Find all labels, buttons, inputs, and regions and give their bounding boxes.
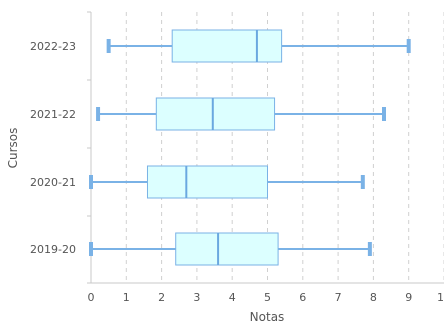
y-tick-label: 2019-20 (30, 243, 76, 256)
x-tick-label: 10 (437, 291, 444, 304)
box-iqr (146, 165, 268, 199)
x-tick-label: 1 (123, 291, 130, 304)
x-tick-labels: 0 1 2 3 4 5 6 7 8 9 10 (88, 291, 444, 304)
x-tick-label: 3 (193, 291, 200, 304)
boxes (89, 29, 411, 266)
x-tick-label: 7 (335, 291, 342, 304)
y-tick-label: 2022-23 (30, 40, 76, 53)
x-tick-label: 5 (264, 291, 271, 304)
box-2019-20 (89, 232, 372, 266)
box-2021-22 (96, 97, 386, 131)
box-2020-21 (89, 165, 365, 199)
y-axis-title: Cursos (6, 128, 20, 169)
box-iqr (155, 97, 276, 131)
x-tick-label: 0 (88, 291, 95, 304)
x-tick-label: 9 (405, 291, 412, 304)
y-tick-label: 2021-22 (30, 108, 76, 121)
x-tick-label: 2 (158, 291, 165, 304)
box-2022-23 (106, 29, 411, 63)
y-tick-label: 2020-21 (30, 176, 76, 189)
x-tick-label: 4 (229, 291, 236, 304)
x-tick-label: 6 (299, 291, 306, 304)
box-iqr (175, 232, 279, 266)
y-tick-labels: 2019-20 2020-21 2021-22 2022-23 (30, 40, 76, 256)
axes (87, 11, 444, 284)
x-axis-title: Notas (250, 310, 285, 324)
x-tick-label: 8 (370, 291, 377, 304)
box-iqr (171, 29, 283, 63)
